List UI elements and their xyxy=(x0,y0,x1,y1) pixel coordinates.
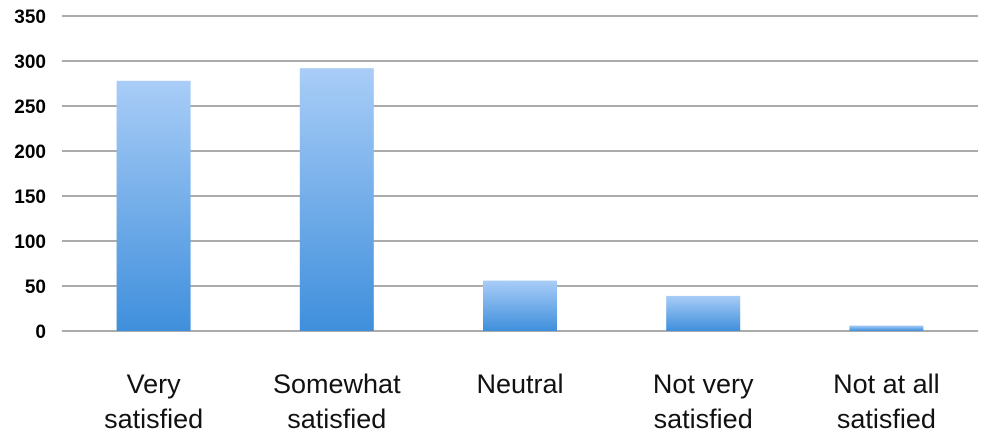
bar xyxy=(666,295,741,331)
gridlines xyxy=(62,15,978,332)
x-axis-category-labels: Very satisfied Somewhat satisfied Neutral Not… xyxy=(104,369,940,434)
x-tick-label: Not very xyxy=(653,369,754,399)
x-tick-label: satisfied xyxy=(837,404,936,434)
x-tick-label: Very xyxy=(127,369,182,399)
bar xyxy=(299,68,374,331)
y-tick-label: 100 xyxy=(14,232,46,253)
bar xyxy=(849,325,924,331)
x-tick-label: satisfied xyxy=(654,404,753,434)
y-tick-label: 50 xyxy=(25,277,46,298)
x-tick-label: satisfied xyxy=(287,404,386,434)
y-tick-label: 300 xyxy=(14,52,46,73)
bars xyxy=(116,68,924,331)
y-tick-label: 200 xyxy=(14,142,46,163)
y-tick-label: 0 xyxy=(35,322,46,343)
y-tick-label: 150 xyxy=(14,187,46,208)
bar xyxy=(483,280,557,331)
x-tick-label: satisfied xyxy=(104,404,203,434)
x-tick-label: Somewhat xyxy=(273,369,401,399)
y-tick-label: 350 xyxy=(14,7,46,28)
x-tick-label: Not at all xyxy=(833,369,940,399)
x-tick-label: Neutral xyxy=(476,369,563,399)
bar xyxy=(116,80,191,331)
y-tick-label: 250 xyxy=(14,97,46,118)
y-axis-tick-labels: 0 50 100 150 200 250 300 350 xyxy=(14,7,46,343)
